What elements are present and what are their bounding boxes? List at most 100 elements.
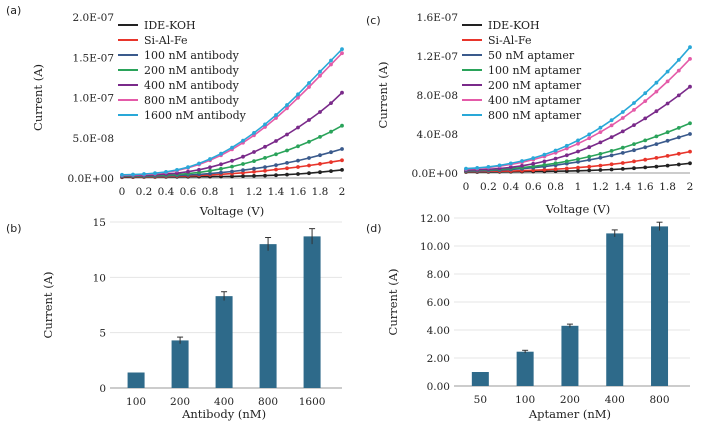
data-point	[564, 159, 569, 164]
data-point	[296, 125, 300, 130]
data-point	[609, 118, 614, 123]
x-tick-label: 1.8	[312, 186, 329, 198]
data-point	[643, 116, 648, 121]
x-tick-label: 1.4	[614, 181, 631, 193]
data-point	[553, 167, 558, 172]
data-point	[542, 163, 547, 167]
data-point	[654, 164, 659, 169]
y-axis-title: Current (A)	[376, 62, 390, 129]
x-tick-label: 0.2	[136, 186, 153, 198]
data-point	[531, 161, 536, 166]
data-point	[587, 154, 592, 159]
data-point	[263, 122, 267, 127]
data-point	[285, 106, 289, 111]
data-point	[620, 145, 625, 150]
panel-b: (b) 0 5 10 15 100 200 400 800 1600 Antibody (nM) Cu…	[6, 217, 342, 421]
data-point	[665, 138, 670, 143]
data-point	[497, 163, 502, 168]
data-point	[688, 57, 692, 61]
data-point	[340, 158, 344, 163]
x-tick-label: 2	[339, 186, 346, 198]
data-point	[620, 129, 625, 134]
data-point	[576, 149, 580, 154]
data-point	[520, 159, 524, 163]
data-point	[564, 146, 569, 151]
bar	[651, 226, 669, 386]
data-point	[285, 166, 289, 171]
x-tick-label: 1	[575, 181, 582, 193]
data-point	[329, 101, 333, 105]
data-point	[340, 123, 344, 128]
data-point	[230, 145, 234, 150]
data-point	[688, 84, 692, 89]
x-tick-label: 1.6	[290, 186, 307, 198]
x-tick-label: 0.4	[158, 186, 175, 198]
panel-a: (a)0.0E+005.0E-081.0E-071.5E-072.0E-070 0…	[6, 4, 345, 218]
data-point	[197, 161, 201, 166]
data-point	[654, 142, 659, 147]
data-point	[508, 161, 513, 166]
x-axis-title: Voltage (V)	[545, 202, 610, 216]
x-axis-title: Antibody (nM)	[181, 407, 266, 421]
data-point	[340, 51, 344, 56]
data-point	[241, 162, 245, 166]
data-point	[542, 159, 547, 164]
data-point	[318, 73, 322, 78]
data-point	[329, 150, 333, 155]
data-point	[329, 169, 333, 174]
x-tick-label: 50	[474, 394, 487, 406]
data-point	[632, 101, 636, 105]
x-tick-label: 0.8	[547, 181, 564, 193]
data-point	[553, 156, 558, 161]
data-point	[564, 166, 569, 171]
legend-entry: 400 nM aptamer	[488, 94, 582, 107]
data-point	[230, 158, 234, 163]
data-point	[564, 153, 569, 158]
data-point	[296, 95, 300, 100]
data-point	[285, 161, 289, 165]
data-point	[340, 168, 344, 172]
x-tick-label: 0.8	[202, 186, 219, 198]
data-point	[632, 123, 636, 127]
data-point	[676, 58, 681, 62]
data-point	[318, 153, 322, 158]
data-point	[329, 58, 333, 63]
data-point	[531, 164, 536, 169]
data-point	[230, 174, 234, 179]
x-tick-label: 100	[515, 394, 535, 406]
data-point	[643, 138, 648, 143]
y-tick-label: 8.00	[427, 269, 450, 281]
data-point	[296, 172, 300, 176]
legend-entry: Si-Al-Fe	[488, 34, 532, 47]
legend-entry: IDE-KOH	[144, 19, 196, 32]
bar	[471, 372, 489, 386]
data-point	[208, 171, 212, 176]
y-tick-label: 15	[93, 217, 106, 229]
data-point	[598, 125, 603, 130]
data-point	[576, 165, 580, 170]
data-point	[632, 108, 636, 112]
bar	[561, 325, 579, 386]
data-point	[219, 170, 223, 175]
legend-entry: 800 nM aptamer	[488, 109, 582, 122]
y-tick-label: 1.5E-07	[73, 52, 114, 64]
data-point	[263, 165, 267, 170]
panel-c: (c)0.0E+004.0E-088.0E-081.2E-071.6E-070 0…	[366, 12, 693, 216]
x-tick-label: 200	[560, 394, 580, 406]
x-tick-label: 2	[687, 181, 694, 193]
y-tick-label: 1.2E-07	[417, 51, 458, 63]
data-point	[131, 172, 135, 177]
data-point	[486, 165, 491, 169]
data-point	[464, 166, 468, 171]
data-point	[318, 69, 322, 74]
data-point	[654, 89, 659, 94]
data-point	[175, 171, 179, 176]
data-point	[274, 163, 278, 168]
x-tick-label: 400	[214, 396, 234, 408]
data-point	[654, 134, 659, 139]
x-tick-label: 1.8	[659, 181, 676, 193]
data-point	[632, 166, 636, 171]
data-point	[274, 113, 278, 117]
data-point	[587, 136, 592, 141]
